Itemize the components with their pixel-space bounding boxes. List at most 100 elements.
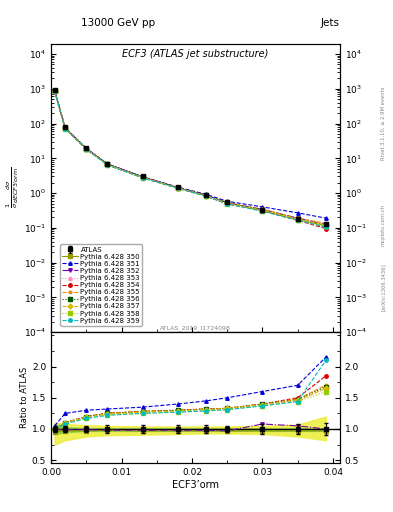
Pythia 6.428 355 xyxy=(204,193,208,199)
Pythia 6.428 352 xyxy=(63,124,68,131)
Pythia 6.428 354 xyxy=(295,217,300,223)
Pythia 6.428 357 xyxy=(176,185,180,191)
Pythia 6.428 357 xyxy=(225,200,230,206)
Line: Pythia 6.428 354: Pythia 6.428 354 xyxy=(53,89,328,230)
Pythia 6.428 354 xyxy=(52,88,57,94)
Pythia 6.428 355 xyxy=(140,175,145,181)
Pythia 6.428 350 xyxy=(225,200,230,206)
Pythia 6.428 352 xyxy=(176,184,180,190)
Pythia 6.428 358 xyxy=(260,208,265,214)
Y-axis label: $\frac{1}{\sigma}\frac{d\sigma}{dECF3'orm}$: $\frac{1}{\sigma}\frac{d\sigma}{dECF3'or… xyxy=(4,167,21,208)
Pythia 6.428 353 xyxy=(225,201,230,207)
Pythia 6.428 356 xyxy=(225,200,230,206)
Pythia 6.428 355 xyxy=(323,220,328,226)
Pythia 6.428 356 xyxy=(140,174,145,180)
Pythia 6.428 351 xyxy=(140,174,145,180)
Pythia 6.428 356 xyxy=(323,222,328,228)
Pythia 6.428 353 xyxy=(105,161,110,167)
Pythia 6.428 351 xyxy=(295,210,300,216)
Line: Pythia 6.428 353: Pythia 6.428 353 xyxy=(53,89,328,228)
Pythia 6.428 355 xyxy=(63,125,68,132)
Pythia 6.428 355 xyxy=(260,206,265,212)
Pythia 6.428 352 xyxy=(140,174,145,180)
Pythia 6.428 359 xyxy=(84,146,89,153)
Pythia 6.428 351 xyxy=(176,184,180,190)
Pythia 6.428 350 xyxy=(84,145,89,152)
Pythia 6.428 352 xyxy=(204,192,208,198)
Pythia 6.428 359 xyxy=(105,162,110,168)
Pythia 6.428 352 xyxy=(105,161,110,167)
Pythia 6.428 350 xyxy=(323,223,328,229)
Pythia 6.428 359 xyxy=(176,185,180,191)
Pythia 6.428 356 xyxy=(84,145,89,152)
Pythia 6.428 356 xyxy=(204,193,208,199)
Pythia 6.428 359 xyxy=(52,88,57,94)
Text: Jets: Jets xyxy=(321,18,340,28)
Pythia 6.428 357 xyxy=(52,88,57,94)
Pythia 6.428 358 xyxy=(295,217,300,223)
Pythia 6.428 353 xyxy=(295,217,300,223)
Pythia 6.428 356 xyxy=(63,125,68,131)
Pythia 6.428 352 xyxy=(295,215,300,221)
Pythia 6.428 359 xyxy=(225,201,230,207)
Pythia 6.428 359 xyxy=(295,217,300,223)
Line: Pythia 6.428 355: Pythia 6.428 355 xyxy=(53,89,328,225)
Pythia 6.428 351 xyxy=(52,87,57,93)
Pythia 6.428 357 xyxy=(84,146,89,152)
Pythia 6.428 352 xyxy=(52,87,57,93)
Pythia 6.428 350 xyxy=(295,217,300,223)
Pythia 6.428 356 xyxy=(52,88,57,94)
Pythia 6.428 356 xyxy=(260,207,265,213)
Pythia 6.428 352 xyxy=(84,145,89,152)
Pythia 6.428 354 xyxy=(204,193,208,199)
Pythia 6.428 357 xyxy=(105,162,110,168)
Pythia 6.428 358 xyxy=(323,223,328,229)
Pythia 6.428 354 xyxy=(323,226,328,232)
Line: Pythia 6.428 357: Pythia 6.428 357 xyxy=(53,89,328,227)
Pythia 6.428 358 xyxy=(63,125,68,132)
Pythia 6.428 350 xyxy=(63,125,68,131)
Pythia 6.428 350 xyxy=(204,193,208,199)
Pythia 6.428 352 xyxy=(225,200,230,206)
Pythia 6.428 356 xyxy=(105,161,110,167)
Pythia 6.428 351 xyxy=(260,204,265,210)
Pythia 6.428 350 xyxy=(260,208,265,214)
Pythia 6.428 358 xyxy=(105,162,110,168)
Pythia 6.428 355 xyxy=(84,146,89,152)
Pythia 6.428 353 xyxy=(323,223,328,229)
Pythia 6.428 358 xyxy=(52,88,57,94)
Pythia 6.428 351 xyxy=(105,161,110,167)
Pythia 6.428 355 xyxy=(105,161,110,167)
Pythia 6.428 352 xyxy=(260,206,265,212)
Text: [arXiv:1306.3436]: [arXiv:1306.3436] xyxy=(381,263,386,311)
Text: 13000 GeV pp: 13000 GeV pp xyxy=(81,18,155,28)
Pythia 6.428 353 xyxy=(63,125,68,132)
Pythia 6.428 354 xyxy=(140,175,145,181)
Pythia 6.428 357 xyxy=(295,216,300,222)
Pythia 6.428 359 xyxy=(140,175,145,181)
Pythia 6.428 351 xyxy=(225,198,230,204)
Pythia 6.428 351 xyxy=(204,191,208,198)
Legend: ATLAS, Pythia 6.428 350, Pythia 6.428 351, Pythia 6.428 352, Pythia 6.428 353, P: ATLAS, Pythia 6.428 350, Pythia 6.428 35… xyxy=(61,244,142,326)
Pythia 6.428 356 xyxy=(176,185,180,191)
Pythia 6.428 353 xyxy=(260,207,265,214)
Pythia 6.428 358 xyxy=(140,175,145,181)
Text: ECF3 (ATLAS jet substructure): ECF3 (ATLAS jet substructure) xyxy=(122,49,269,59)
Text: Rivet 3.1.10, ≥ 2.9M events: Rivet 3.1.10, ≥ 2.9M events xyxy=(381,86,386,160)
Pythia 6.428 357 xyxy=(204,193,208,199)
Pythia 6.428 354 xyxy=(105,162,110,168)
Pythia 6.428 355 xyxy=(295,215,300,221)
Pythia 6.428 350 xyxy=(52,88,57,94)
Pythia 6.428 354 xyxy=(225,201,230,207)
Pythia 6.428 350 xyxy=(105,161,110,167)
Pythia 6.428 358 xyxy=(225,201,230,207)
X-axis label: ECF3’orm: ECF3’orm xyxy=(172,480,219,490)
Pythia 6.428 357 xyxy=(323,222,328,228)
Line: Pythia 6.428 350: Pythia 6.428 350 xyxy=(53,89,328,227)
Pythia 6.428 353 xyxy=(140,175,145,181)
Text: ATLAS_2019_I1724098: ATLAS_2019_I1724098 xyxy=(160,325,231,331)
Pythia 6.428 353 xyxy=(52,88,57,94)
Pythia 6.428 358 xyxy=(176,185,180,191)
Line: Pythia 6.428 358: Pythia 6.428 358 xyxy=(53,89,328,228)
Line: Pythia 6.428 356: Pythia 6.428 356 xyxy=(53,89,328,227)
